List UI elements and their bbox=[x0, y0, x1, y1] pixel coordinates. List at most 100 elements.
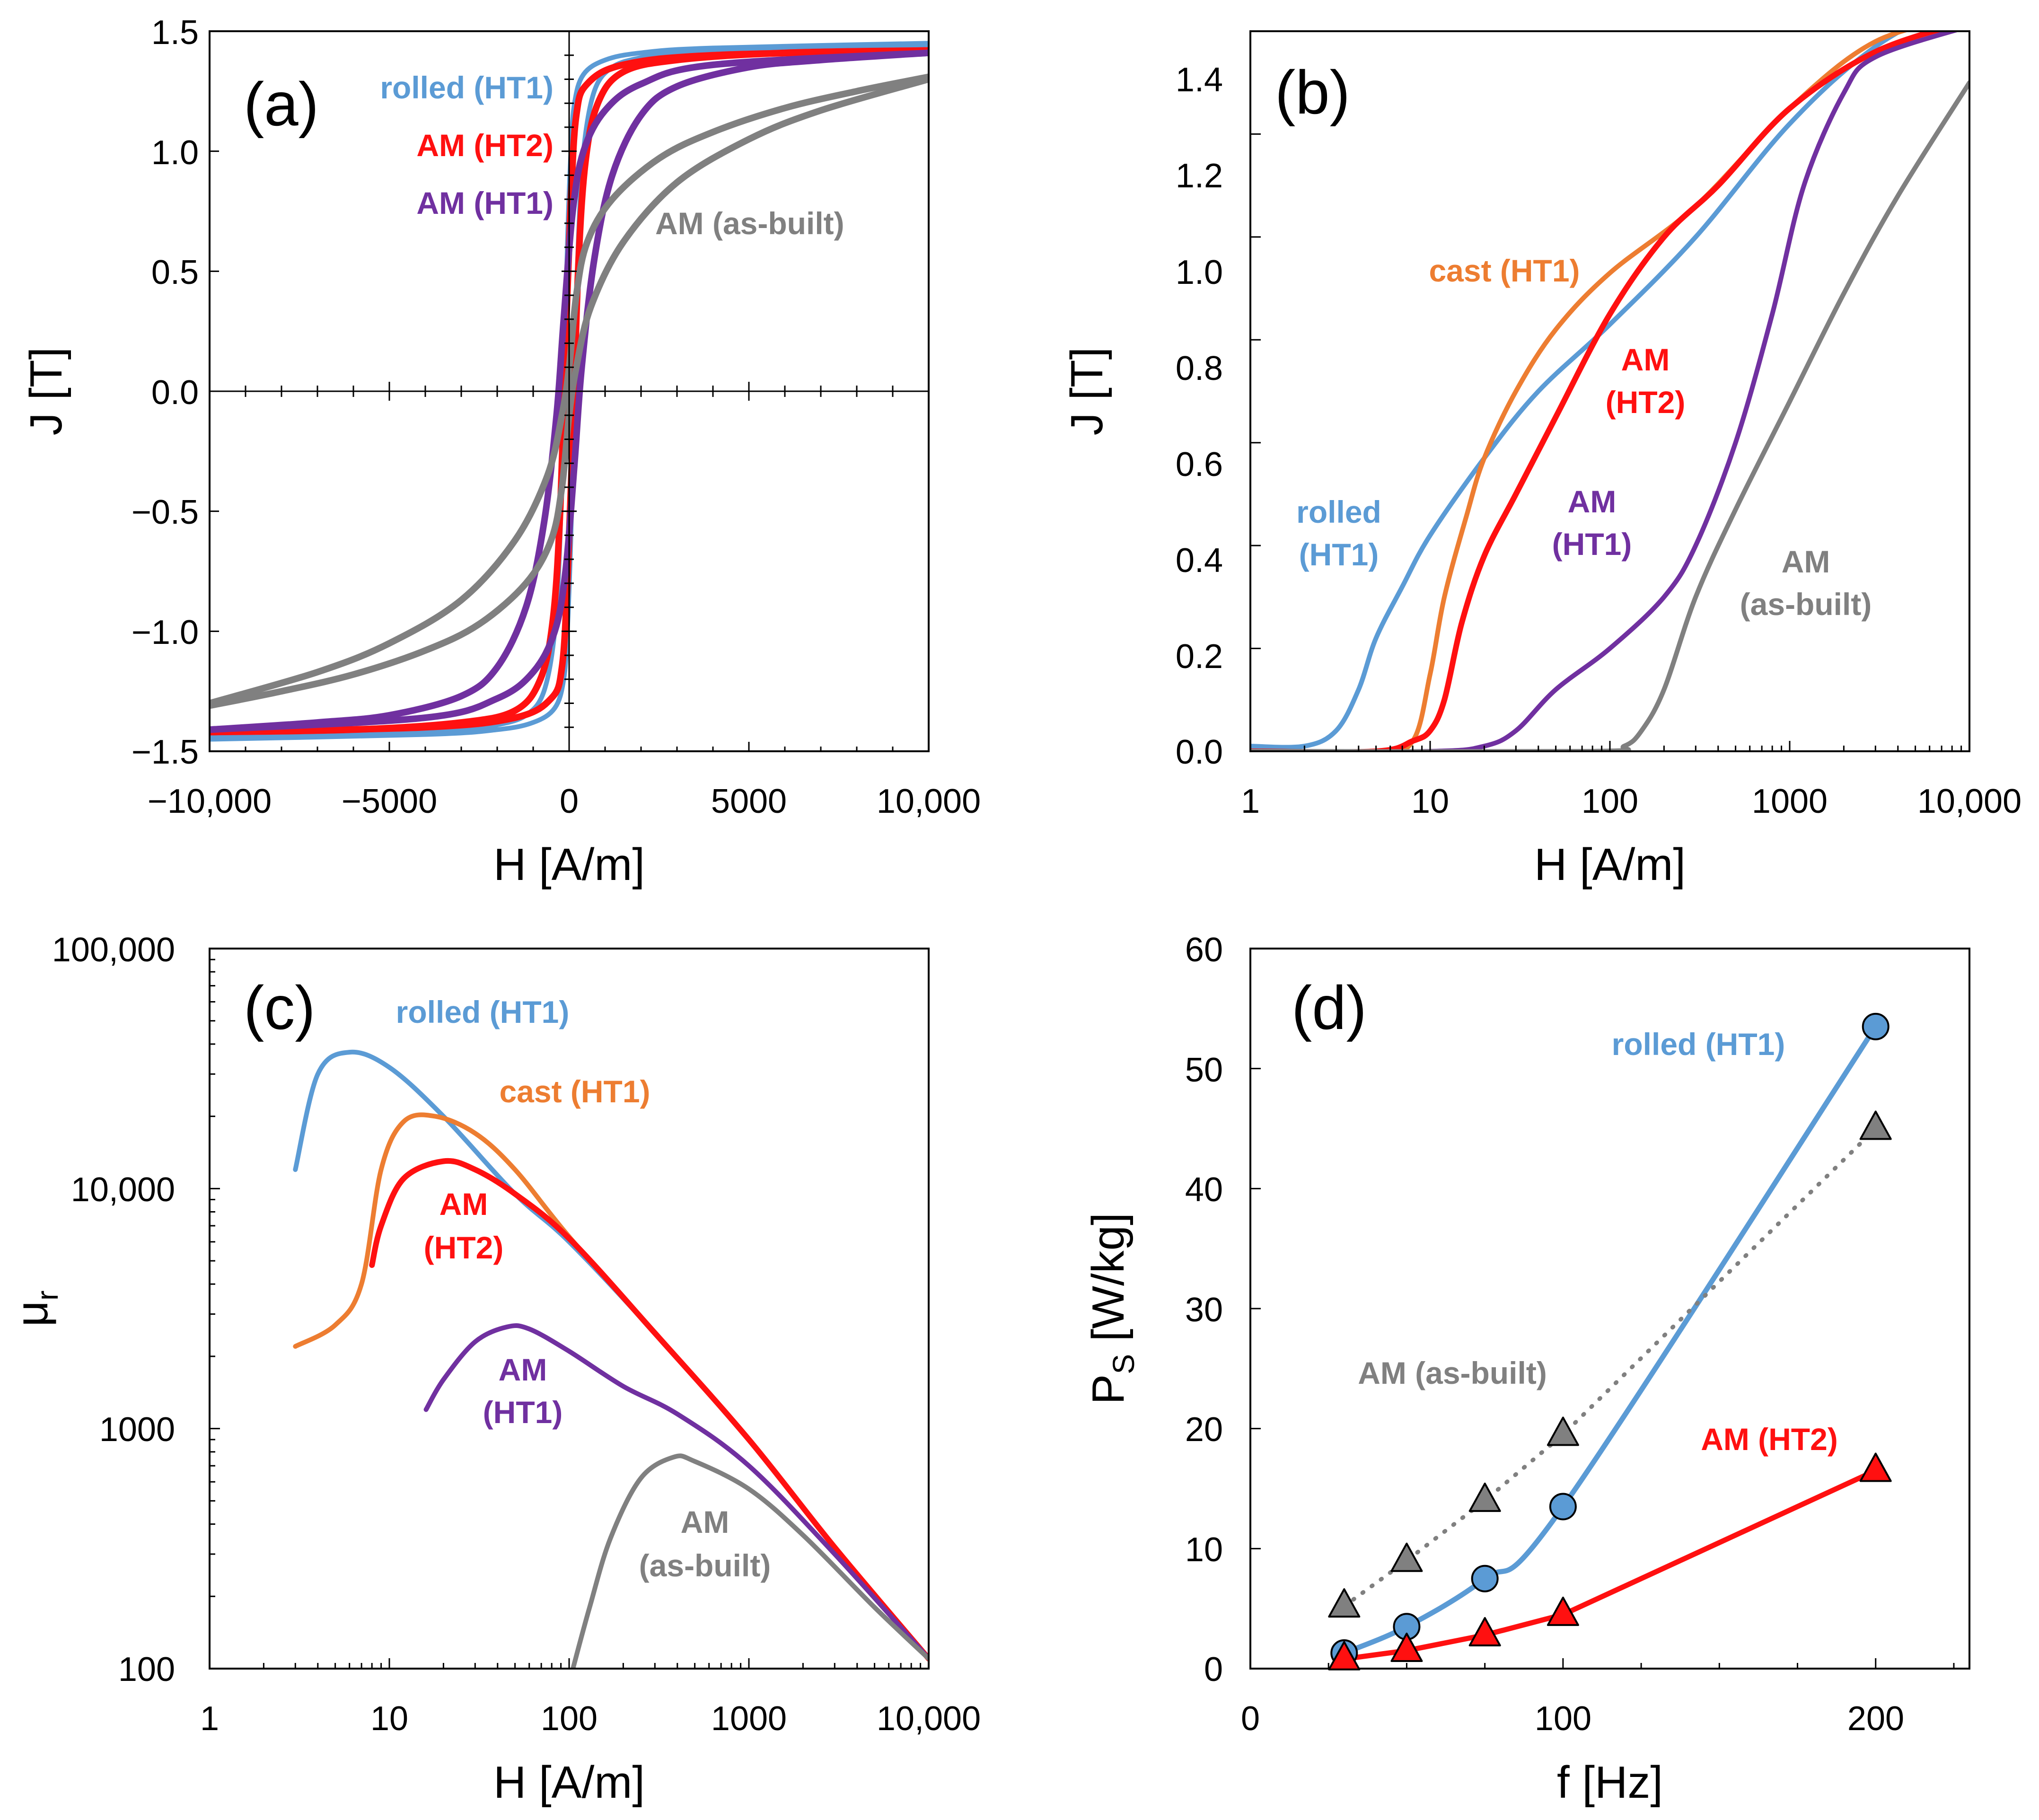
panel-b-label-cast-ht1: cast (HT1) bbox=[1429, 253, 1580, 288]
panel-c-xtick: 10,000 bbox=[877, 1700, 981, 1738]
panel-d-xlabel: f [Hz] bbox=[1557, 1757, 1663, 1808]
panel-d-point-rolled-ht1 bbox=[1549, 1493, 1577, 1521]
panel-c-label-am-ht2-line1: AM bbox=[439, 1187, 488, 1222]
panel-b-line-am-ht2 bbox=[1250, 31, 1944, 751]
panel-d-line-am-ht2 bbox=[1341, 1468, 1879, 1662]
panel-b-xlabel: H [A/m] bbox=[1534, 839, 1686, 890]
panel-a-xtick: −5000 bbox=[342, 783, 437, 820]
panel-d-ytick: 60 bbox=[1185, 931, 1223, 969]
panel-a: (a) 1.5 1.0 0.5 0.0 −0.5 −1.0 −1.5 −10,0… bbox=[21, 14, 981, 890]
panel-d-point-am-ht2 bbox=[1390, 1633, 1423, 1662]
panel-d-ytick: 0 bbox=[1204, 1651, 1223, 1688]
panel-c-ytick: 100,000 bbox=[52, 931, 175, 969]
panel-a-label: (a) bbox=[244, 70, 319, 139]
panel-d-point-am-as-built bbox=[1390, 1542, 1423, 1572]
panel-b-label-am-asbuilt-line1: AM bbox=[1782, 544, 1830, 579]
panel-a-series-group bbox=[210, 41, 929, 742]
panel-a-ytick: 1.5 bbox=[151, 14, 199, 52]
panel-a-ytick: 0.5 bbox=[151, 254, 199, 291]
panel-c-ytick: 10,000 bbox=[71, 1171, 175, 1209]
panel-b-ytick: 0.8 bbox=[1176, 350, 1223, 387]
panel-d-label-am-asbuilt: AM (as-built) bbox=[1358, 1355, 1547, 1390]
panel-b-label-am-asbuilt-line2: (as-built) bbox=[1740, 587, 1872, 622]
panel-b-label-am-ht2-line1: AM bbox=[1621, 342, 1670, 377]
panel-c-ytick: 1000 bbox=[99, 1411, 175, 1449]
panel-c-series-group bbox=[293, 1049, 929, 1669]
panel-d-ytick: 40 bbox=[1185, 1171, 1223, 1209]
panel-d-point-am-as-built bbox=[1859, 1110, 1892, 1140]
panel-b-ytick: 0.0 bbox=[1176, 733, 1223, 771]
panel-c-label-am-ht1-line1: AM bbox=[499, 1352, 547, 1387]
panel-b-xtick: 10 bbox=[1411, 783, 1449, 820]
panel-a-xtick: 0 bbox=[560, 783, 579, 820]
panel-d-ytick: 30 bbox=[1185, 1291, 1223, 1329]
panel-b-ytick: 0.2 bbox=[1176, 638, 1223, 676]
panel-d-xtick: 200 bbox=[1847, 1700, 1904, 1738]
panel-d-ylabel: PS [W/kg] bbox=[1083, 1213, 1141, 1404]
panel-c-ylabel-sub: r bbox=[30, 1291, 64, 1301]
panel-d-ylabel-sub: S bbox=[1107, 1354, 1141, 1374]
panel-d-xtick: 0 bbox=[1241, 1700, 1260, 1738]
panel-d-point-am-as-built bbox=[1547, 1416, 1579, 1446]
panel-c-label-am-ht2-line2: (HT2) bbox=[424, 1230, 504, 1265]
panel-d-point-rolled-ht1 bbox=[1471, 1565, 1499, 1592]
panel-a-ticks bbox=[209, 30, 930, 752]
panel-a-xtick: 5000 bbox=[711, 783, 787, 820]
panel-b-xtick: 10,000 bbox=[1917, 783, 2021, 820]
panel-c-ylabel-mu: μ bbox=[7, 1301, 57, 1327]
panel-b-xtick: 1 bbox=[1241, 783, 1260, 820]
panel-a-ytick: −0.5 bbox=[132, 493, 199, 531]
panel-b-label-am-ht1-line1: AM bbox=[1568, 484, 1617, 519]
panel-b-series-group bbox=[1250, 31, 1969, 751]
panel-a-xtick: −10,000 bbox=[148, 783, 272, 820]
panel-a-xlabel: H [A/m] bbox=[493, 839, 645, 890]
panel-b-ytick: 1.2 bbox=[1176, 157, 1223, 195]
panel-c-plot-frame bbox=[209, 948, 930, 1670]
panel-c-xtick: 1 bbox=[200, 1700, 219, 1738]
panel-d-point-am-ht2 bbox=[1328, 1641, 1361, 1671]
panel-c-xtick: 10 bbox=[370, 1700, 408, 1738]
panel-d-point-rolled-ht1 bbox=[1862, 1012, 1890, 1040]
panel-d-plot-frame bbox=[1249, 948, 1970, 1670]
panel-a-line-am-as-built-ascending bbox=[210, 73, 929, 707]
panel-d-ytick: 20 bbox=[1185, 1411, 1223, 1449]
panel-c-xtick: 100 bbox=[541, 1700, 598, 1738]
panel-a-ytick: 0.0 bbox=[151, 374, 199, 412]
panel-b-label-am-ht2-line2: (HT2) bbox=[1606, 385, 1686, 420]
panel-a-line-am-as-built-descending bbox=[210, 76, 929, 709]
panel-a-label-am-ht1: AM (HT1) bbox=[416, 185, 554, 220]
panel-d-xtick: 100 bbox=[1535, 1700, 1591, 1738]
panel-d-point-am-ht2 bbox=[1859, 1452, 1892, 1482]
panel-d-label: (d) bbox=[1292, 973, 1367, 1042]
panel-a-ytick: −1.0 bbox=[132, 614, 199, 651]
panel-a-label-am-asbuilt: AM (as-built) bbox=[655, 206, 844, 241]
panel-c-ytick: 100 bbox=[118, 1651, 175, 1688]
panel-c-label-cast-ht1: cast (HT1) bbox=[499, 1074, 650, 1109]
panel-d-ylabel-p: P bbox=[1083, 1374, 1134, 1405]
panel-a-label-rolled-ht1: rolled (HT1) bbox=[380, 70, 554, 105]
panel-b-xtick: 1000 bbox=[1752, 783, 1828, 820]
panel-b-line-cast-ht1 bbox=[1250, 31, 1910, 751]
panel-a-label-am-ht2: AM (HT2) bbox=[416, 128, 554, 163]
panel-a-line-am-ht1-descending bbox=[210, 49, 929, 733]
panel-b-label-am-ht1-line2: (HT1) bbox=[1552, 527, 1632, 562]
panel-c-label-am-asbuilt-line2: (as-built) bbox=[639, 1548, 771, 1583]
panel-b-ytick: 1.0 bbox=[1176, 254, 1223, 291]
panel-b-ytick: 0.6 bbox=[1176, 446, 1223, 484]
panel-c-line-am-ht1 bbox=[423, 1323, 929, 1661]
panel-c-ylabel: μr bbox=[7, 1291, 64, 1327]
panel-c-label: (c) bbox=[244, 973, 316, 1042]
panel-d-label-rolled-ht1: rolled (HT1) bbox=[1612, 1027, 1785, 1062]
panel-d-point-am-as-built bbox=[1468, 1482, 1501, 1512]
panel-b-xtick: 100 bbox=[1582, 783, 1638, 820]
panel-d-ytick: 50 bbox=[1185, 1051, 1223, 1089]
panel-a-ytick: 1.0 bbox=[151, 134, 199, 172]
panel-b-label-rolled-ht1-line1: rolled bbox=[1296, 494, 1381, 529]
panel-d-ylabel-unit: [W/kg] bbox=[1083, 1213, 1134, 1354]
panel-d-ticks bbox=[1249, 948, 1955, 1670]
panel-d-point-am-ht2 bbox=[1468, 1617, 1501, 1646]
panel-a-xtick: 10,000 bbox=[877, 783, 981, 820]
panel-a-line-am-ht1-ascending bbox=[210, 49, 929, 733]
panel-c: (c) 100,000 10,000 1000 100 1 10 100 100… bbox=[7, 931, 981, 1808]
